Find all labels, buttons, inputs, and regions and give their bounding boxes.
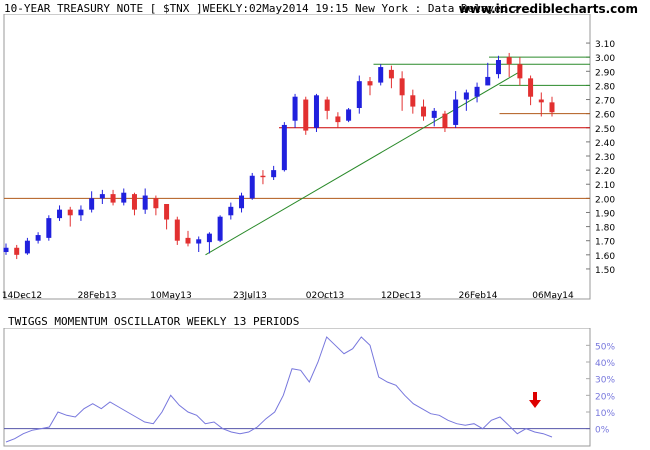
- candle-body: [517, 64, 523, 79]
- price-y-tick-label: 1.50: [595, 266, 615, 276]
- candle-body: [410, 95, 416, 107]
- osc-y-tick-label: 0%: [595, 426, 610, 436]
- candle-body: [474, 86, 480, 97]
- price-y-tick-label: 2.40: [595, 139, 615, 149]
- candle-body: [174, 219, 180, 241]
- candle-body: [196, 239, 202, 244]
- candle-body: [35, 235, 41, 241]
- candle-body: [206, 233, 212, 243]
- candle-body: [131, 194, 137, 210]
- price-y-tick-label: 2.80: [595, 82, 615, 92]
- price-y-tick-label: 2.30: [595, 153, 615, 163]
- candle-body: [121, 192, 127, 203]
- candle-body: [14, 247, 20, 255]
- osc-y-tick-label: 50%: [595, 342, 615, 352]
- site-link[interactable]: www.incrediblecharts.com: [458, 2, 638, 16]
- candle-body: [67, 209, 73, 216]
- candle-body: [378, 67, 384, 83]
- price-y-tick-label: 2.90: [595, 68, 615, 78]
- candle-body: [249, 175, 255, 199]
- price-x-tick-label: 28Feb13: [78, 291, 117, 301]
- candle-body: [324, 99, 330, 111]
- candle-body: [399, 78, 405, 96]
- candle-body: [313, 95, 319, 128]
- price-y-tick-label: 2.00: [595, 195, 615, 205]
- trend-line: [205, 70, 521, 256]
- down-arrow-icon: [529, 400, 541, 408]
- candle-body: [153, 198, 159, 209]
- candle-body: [506, 57, 512, 65]
- candle-body: [367, 81, 373, 86]
- price-y-tick-label: 1.70: [595, 238, 615, 248]
- candle-body: [89, 198, 95, 210]
- price-y-tick-label: 1.80: [595, 224, 615, 234]
- osc-y-tick-label: 10%: [595, 409, 615, 419]
- price-x-tick-label: 23Jul13: [233, 291, 267, 301]
- candle-body: [463, 92, 469, 100]
- candle-body: [549, 102, 555, 113]
- osc-y-tick-label: 30%: [595, 376, 615, 386]
- price-chart: 1.50 1.60 1.70 1.80 1.90 2.00 2.10 2.20 2.30 2.40…: [2, 14, 615, 301]
- down-arrow-shaft: [533, 392, 537, 401]
- candle-body: [57, 209, 63, 219]
- candle-body: [442, 113, 448, 128]
- oscillator-plot-frame: [3, 328, 591, 447]
- candle-body: [239, 195, 245, 209]
- candle-body: [46, 218, 52, 238]
- candle-body: [485, 76, 491, 86]
- price-x-tick-label: 06May14: [532, 291, 574, 301]
- candle-body: [217, 216, 223, 241]
- candle-body: [110, 194, 116, 203]
- oscillator-series-line: [5, 336, 553, 443]
- candle-body: [388, 69, 394, 79]
- oscillator-chart: 0% 10% 20% 30% 40% 50%: [3, 328, 615, 447]
- candle-body: [356, 81, 362, 108]
- candle-body: [271, 170, 277, 178]
- price-y-tick-label: 1.60: [595, 252, 615, 262]
- candle-body: [3, 247, 9, 252]
- oscillator-title: TWIGGS MOMENTUM OSCILLATOR WEEKLY 13 PER…: [8, 315, 300, 328]
- candle-body: [431, 110, 437, 118]
- chart-title: 10-YEAR TREASURY NOTE [ $TNX ]WEEKLY:02M…: [4, 2, 534, 15]
- candle-body: [142, 195, 148, 210]
- candle-body: [24, 240, 30, 254]
- candle-body: [164, 204, 170, 220]
- price-x-tick-label: 10May13: [150, 291, 192, 301]
- candle-body: [346, 109, 352, 121]
- candle-body: [260, 175, 266, 178]
- price-y-tick-label: 2.60: [595, 111, 615, 121]
- price-y-tick-label: 2.50: [595, 125, 615, 135]
- price-x-tick-label: 26Feb14: [459, 291, 498, 301]
- price-x-tick-label: 12Dec13: [381, 291, 421, 301]
- price-y-tick-label: 3.00: [595, 54, 615, 64]
- candle-body: [335, 116, 341, 123]
- candle-body: [185, 237, 191, 244]
- price-y-tick-label: 1.90: [595, 209, 615, 219]
- candle-body: [292, 96, 298, 121]
- candle-body: [495, 60, 501, 75]
- candle-body: [99, 194, 105, 199]
- price-x-tick-label: 02Oct13: [306, 291, 344, 301]
- price-y-tick-label: 2.20: [595, 167, 615, 177]
- price-y-tick-label: 3.10: [595, 40, 615, 50]
- candle-body: [228, 206, 234, 216]
- candle-body: [528, 78, 534, 97]
- price-x-tick-label: 14Dec12: [2, 291, 42, 301]
- candle-body: [281, 124, 287, 171]
- price-y-tick-label: 2.70: [595, 97, 615, 107]
- candle-body: [303, 99, 309, 131]
- candle-body: [421, 106, 427, 117]
- candle-body: [78, 209, 84, 216]
- osc-y-tick-label: 20%: [595, 392, 615, 402]
- price-y-tick-label: 2.10: [595, 181, 615, 191]
- candle-body: [538, 99, 544, 103]
- candle-body: [453, 99, 459, 125]
- osc-y-tick-label: 40%: [595, 359, 615, 369]
